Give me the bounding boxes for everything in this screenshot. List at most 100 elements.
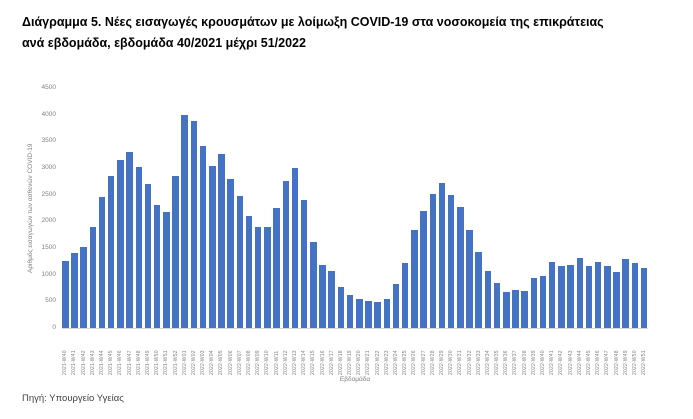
x-axis-tick-label: 2021-W46: [117, 350, 124, 375]
bar: [585, 266, 593, 328]
bar: [530, 277, 538, 328]
x-axis-tick-label: 2022-W39: [530, 350, 537, 375]
y-axis-tick-label: 4500: [41, 84, 56, 91]
x-axis-tick-label: 2022-W27: [420, 350, 427, 375]
x-axis-tick-label: 2022-W11: [273, 350, 280, 375]
bar: [153, 205, 161, 328]
bar: [62, 261, 69, 328]
x-axis-tick-label: 2021-W42: [80, 350, 87, 375]
bar: [429, 193, 436, 328]
bar: [401, 262, 409, 328]
x-axis-tick-label: 2022-W15: [310, 350, 317, 375]
bar: [172, 175, 179, 328]
bar: [640, 267, 648, 328]
y-axis-tick-label: 3500: [41, 137, 56, 145]
x-axis-tick-label: 2022-W51: [641, 350, 648, 375]
x-axis-tick-label: 2022-W02: [190, 350, 197, 375]
y-axis-tick-label: 4000: [41, 110, 56, 118]
x-axis-tick-label: 2022-W04: [209, 350, 216, 375]
x-axis-tick-label: 2022-W23: [383, 350, 390, 375]
x-axis-tick-label: 2022-W32: [466, 350, 473, 375]
chart-title-line1: Διάγραμμα 5. Νέες εισαγωγές κρουσμάτων μ…: [22, 15, 604, 29]
bar: [80, 246, 87, 328]
bar: [383, 299, 391, 328]
x-axis-tick-label: 2022-W16: [319, 350, 326, 375]
x-axis-tick-label: 2022-W26: [411, 350, 418, 375]
x-axis-tick-label: 2022-W37: [512, 350, 519, 375]
x-axis-tick-label: 2021-W49: [144, 350, 151, 375]
bar: [236, 195, 244, 328]
x-axis-tick-label: 2021-W45: [108, 350, 115, 375]
bar: [190, 120, 198, 328]
plot-area: [62, 88, 648, 329]
bar: [144, 184, 152, 328]
x-axis-tick-label: 2022-W48: [613, 350, 620, 375]
bar: [594, 261, 602, 328]
x-axis-tick-label: 2022-W42: [558, 350, 565, 375]
x-axis-tick-label: 2022-W18: [337, 350, 344, 375]
x-axis-tick-label: 2022-W24: [393, 350, 399, 375]
x-axis-tick-label: 2022-W12: [282, 350, 289, 375]
bar: [622, 258, 629, 328]
x-axis-tick-label: 2022-W45: [585, 350, 592, 375]
x-axis-tick-label: 2022-W33: [475, 350, 482, 375]
x-axis-tick-label: 2022-W05: [218, 350, 225, 375]
bar: [346, 294, 354, 328]
x-axis-tick-label: 2021-W47: [126, 350, 133, 375]
bar: [117, 160, 124, 328]
bar: [264, 226, 271, 328]
x-axis-tick-label: 2022-W30: [448, 350, 455, 375]
y-axis-tick-label: 3000: [41, 164, 56, 171]
x-axis-tick-label: 2022-W01: [181, 350, 188, 375]
bar: [475, 251, 482, 328]
x-axis-tick-label: 2022-W13: [291, 350, 298, 375]
y-axis-tick-label: 2000: [41, 217, 56, 225]
bar: [199, 145, 207, 328]
bar: [613, 272, 620, 328]
bar: [466, 229, 473, 328]
y-axis-tick-label: 500: [45, 297, 56, 305]
x-axis-tick-label: 2022-W21: [365, 350, 372, 375]
x-axis-tick-label: 2021-W48: [135, 350, 142, 375]
bar: [181, 114, 188, 328]
chart-title: Διάγραμμα 5. Νέες εισαγωγές κρουσμάτων μ…: [22, 12, 677, 54]
bar: [319, 265, 326, 328]
bar: [484, 270, 492, 328]
x-axis-tick-label: 2022-W14: [301, 350, 308, 375]
x-axis-tick-label: 2022-W29: [438, 350, 445, 375]
x-axis: 2021-W40 2021-W41 2021-W42 2021-W43 2021-W44…: [62, 331, 648, 375]
bar: [356, 299, 363, 328]
bar: [493, 283, 501, 328]
x-axis-tick-label: 2022-W49: [622, 350, 629, 375]
bar: [374, 302, 381, 328]
x-axis-tick-label: 2021-W50: [154, 350, 161, 375]
x-axis-tick-label: 2022-W07: [236, 350, 243, 375]
y-axis-tick-label: 2500: [41, 190, 56, 198]
bar: [209, 166, 216, 328]
bar: [337, 286, 345, 328]
bar: [503, 291, 510, 328]
bar: [98, 197, 106, 328]
bar: [438, 182, 446, 328]
x-axis-tick-label: 2022-W50: [631, 350, 638, 375]
bar: [310, 242, 317, 328]
bar-series: [62, 88, 648, 328]
bar: [254, 226, 262, 328]
x-axis-title: Εβδομάδα: [339, 376, 371, 383]
x-axis-tick-label: 2022-W38: [521, 350, 528, 375]
bar: [548, 261, 556, 328]
bar: [567, 264, 574, 328]
bar: [291, 167, 299, 328]
x-axis-tick-label: 2021-W43: [89, 350, 96, 375]
bar: [300, 200, 308, 328]
x-axis-tick-label: 2022-W19: [347, 350, 354, 375]
bar: [365, 300, 372, 328]
bar: [457, 206, 464, 328]
bar: [71, 253, 78, 328]
bar: [447, 194, 455, 328]
bar: [631, 262, 639, 328]
y-axis-tick-label: 0: [52, 324, 56, 331]
bar: [282, 181, 289, 328]
bar: [328, 270, 335, 328]
x-axis-tick-label: 2022-W10: [264, 350, 271, 375]
